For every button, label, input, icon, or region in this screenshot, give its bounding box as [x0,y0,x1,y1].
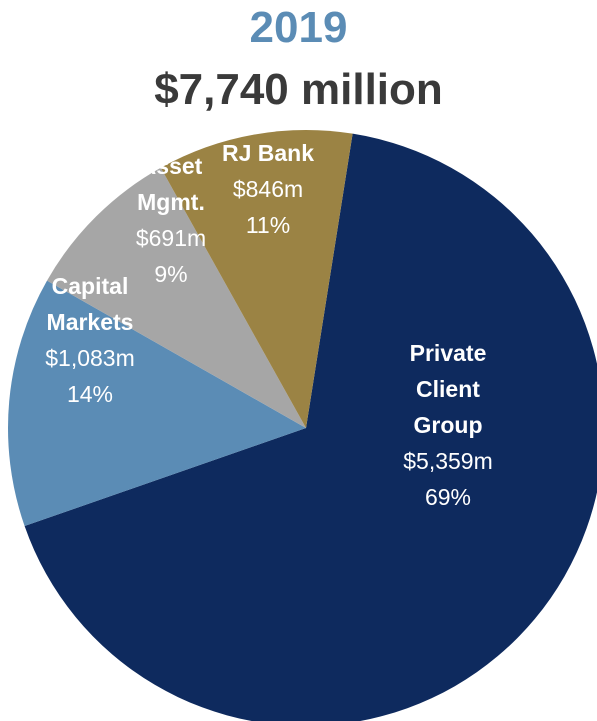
slice-label-capital-markets-percent: 14% [67,381,113,407]
slice-label-private-client-group-name-2: Group [414,412,483,438]
slice-label-capital-markets-name-0: Capital [52,273,129,299]
slice-label-asset-mgmt-name-1: Mgmt. [137,189,205,215]
pie-slice-capital-markets [8,280,306,527]
slice-label-rj-bank-name-0: RJ Bank [222,140,314,166]
pie-slice-rj-bank [160,129,353,428]
slice-label-private-client-group-name-0: Private [410,340,487,366]
slice-label-asset-mgmt-value: $691m [136,225,206,251]
slice-label-rj-bank-percent: 11% [246,212,290,238]
pie-slice-asset-mgmt [47,167,306,429]
slice-label-private-client-group-name-1: Client [416,376,480,402]
slice-label-private-client-group-percent: 69% [425,484,471,510]
slice-label-private-client-group-value: $5,359m [403,448,493,474]
pie-slice-private-client-group [24,133,597,721]
slice-label-capital-markets-value: $1,083m [45,345,135,371]
slice-label-asset-mgmt-name-0: Asset [140,153,203,179]
chart-total-title: $7,740 million [154,65,443,114]
chart-year-title: 2019 [249,3,348,52]
slice-label-rj-bank-value: $846m [233,176,303,202]
slice-label-capital-markets-name-1: Markets [47,309,134,335]
slice-label-asset-mgmt-percent: 9% [154,261,187,287]
